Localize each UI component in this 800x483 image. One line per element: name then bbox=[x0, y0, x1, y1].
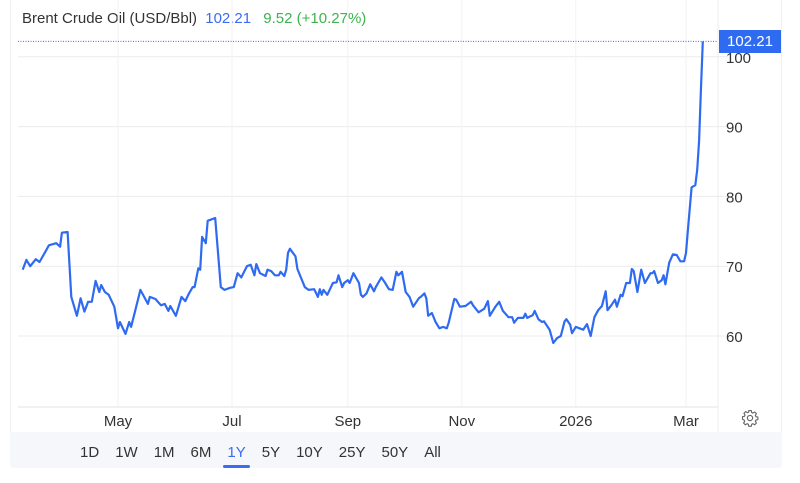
current-price: 102.21 bbox=[205, 10, 252, 27]
x-tick-label: Sep bbox=[334, 413, 361, 430]
x-tick-label: Jul bbox=[222, 413, 241, 430]
price-change: 9.52 (+10.27%) bbox=[263, 10, 367, 27]
range-button-25y[interactable]: 25Y bbox=[338, 444, 366, 461]
gear-icon[interactable] bbox=[741, 409, 759, 427]
range-button-1w[interactable]: 1W bbox=[115, 444, 138, 461]
instrument-title: Brent Crude Oil (USD/Bbl) bbox=[22, 10, 198, 27]
x-tick-label: Mar bbox=[673, 413, 699, 430]
y-tick-label: 80 bbox=[726, 189, 743, 206]
range-button-1y[interactable]: 1Y bbox=[219, 443, 253, 468]
y-tick-label: 90 bbox=[726, 120, 743, 137]
y-tick-label: 70 bbox=[726, 259, 743, 276]
range-button-all[interactable]: All bbox=[424, 444, 441, 461]
last-price-tag: 102.21 bbox=[719, 30, 781, 53]
range-toolbar bbox=[10, 432, 782, 468]
price-line bbox=[21, 41, 704, 345]
x-tick-label: Nov bbox=[448, 413, 475, 430]
range-selector: 1D 1W 1M 6M 1Y 5Y 10Y 25Y 50Y All bbox=[72, 443, 449, 468]
range-button-1m[interactable]: 1M bbox=[153, 444, 175, 461]
range-button-1d[interactable]: 1D bbox=[80, 444, 100, 461]
range-button-50y[interactable]: 50Y bbox=[381, 444, 409, 461]
range-button-6m[interactable]: 6M bbox=[190, 444, 212, 461]
range-button-10y[interactable]: 10Y bbox=[296, 444, 323, 461]
x-tick-label: May bbox=[104, 413, 133, 430]
x-tick-label: 2026 bbox=[559, 413, 592, 430]
y-tick-label: 60 bbox=[726, 329, 743, 346]
chart-header: Brent Crude Oil (USD/Bbl) 102.21 9.52 (+… bbox=[22, 10, 366, 27]
range-button-5y[interactable]: 5Y bbox=[261, 444, 281, 461]
y-tick-label: 100 bbox=[726, 50, 751, 67]
